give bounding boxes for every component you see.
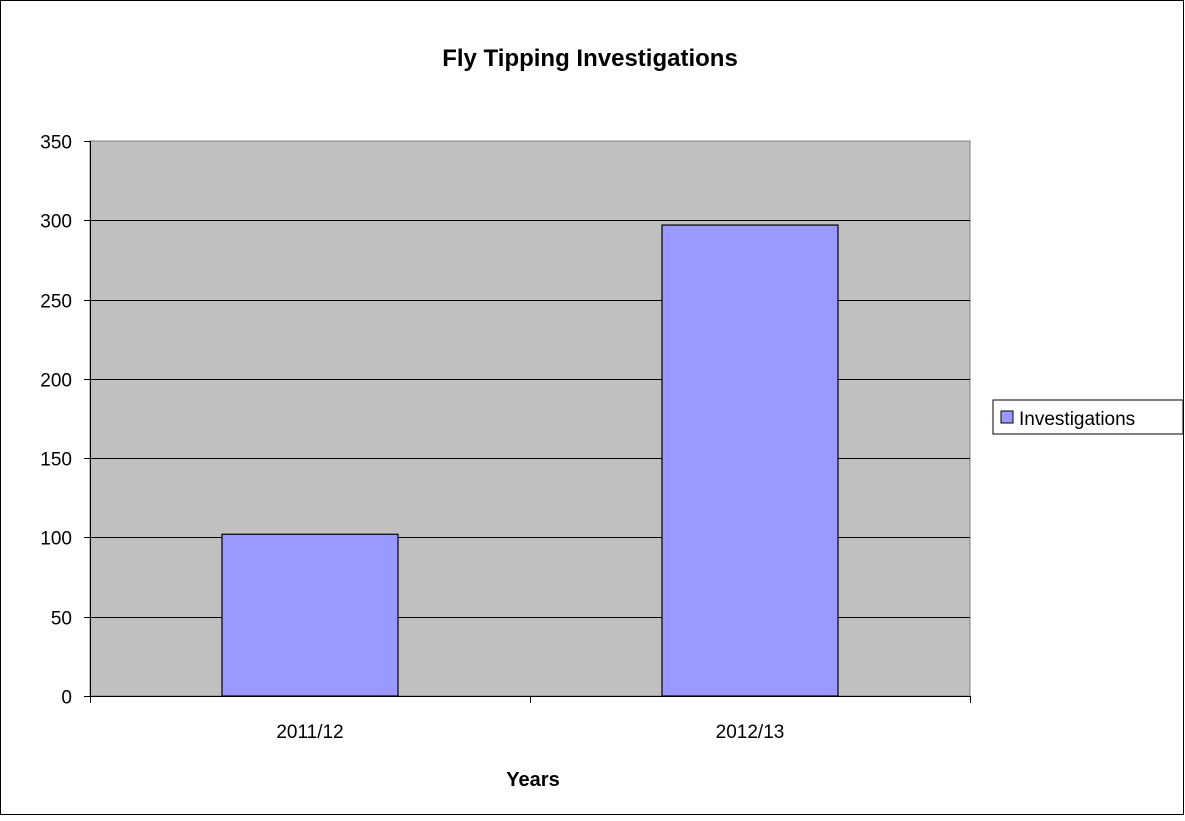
y-tick-label: 0 — [61, 688, 72, 709]
legend-box — [992, 399, 1184, 435]
y-tick-label: 250 — [40, 292, 72, 313]
bars — [221, 224, 839, 697]
y-tick-label: 350 — [40, 133, 72, 154]
legend-label: Investigations — [1019, 409, 1135, 430]
axes — [84, 141, 971, 703]
x-axis-title: Years — [506, 769, 559, 791]
x-tick-labels: 2011/12 2012/13 — [276, 722, 784, 743]
y-tick-labels: 0 50 100 150 200 250 300 350 — [40, 133, 72, 709]
chart-title: Fly Tipping Investigations — [442, 45, 738, 72]
legend-swatch — [1000, 410, 1014, 424]
y-tick-label: 200 — [40, 371, 72, 392]
bar-2012-13 — [661, 224, 839, 697]
y-tick-label: 50 — [51, 609, 72, 630]
y-tick-label: 300 — [40, 212, 72, 233]
legend: Investigations — [992, 399, 1184, 435]
y-tick-label: 100 — [40, 529, 72, 550]
y-tick-label: 150 — [40, 450, 72, 471]
bar-2011-12 — [221, 533, 399, 697]
x-tick-label: 2012/13 — [716, 722, 785, 743]
x-tick-label: 2011/12 — [276, 722, 343, 743]
